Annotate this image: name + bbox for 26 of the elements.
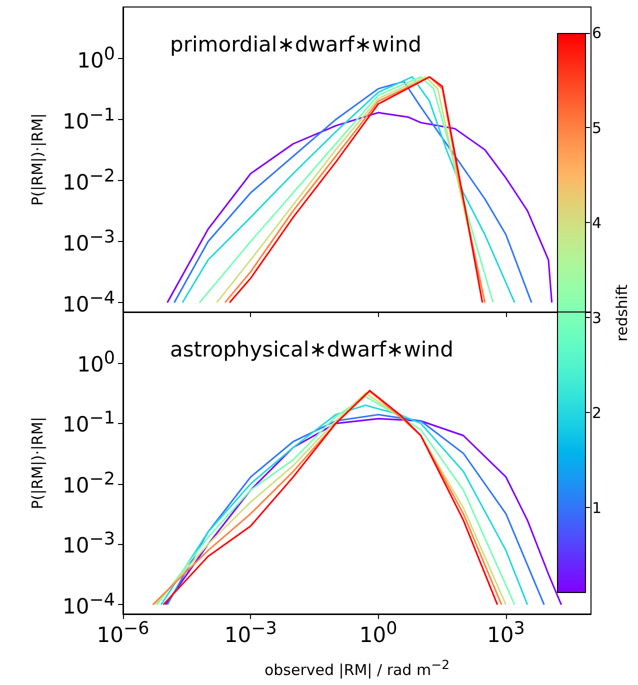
text: primordial∗dwarf∗wind [170,32,422,56]
y-tick-label: 10$^{−2}$ [62,469,115,498]
y-tick-label: 10$^{−1}$ [62,105,115,134]
color-bar-label: 4 [592,214,602,232]
y-tick-label: 10$^{−3}$ [62,227,115,256]
color-bar-label: 1 [592,498,602,517]
x-tick-label: 10$^{0}$ [359,619,398,648]
x-tick-label: 10$^{−3}$ [224,619,277,648]
x-tick-label: 10$^{−6}$ [96,619,150,648]
color-bar-label: 3 [592,308,602,327]
y-tick-label: 10$^{−2}$ [62,166,115,194]
y-axis-title: P(|RM|)·|RM| [28,416,46,510]
y-tick-label: 10$^{−4}$ [62,590,115,618]
color-bar-label: 2 [592,404,602,422]
y-tick-label: 10$^{−1}$ [62,408,115,437]
y-tick-label: 10$^{−3}$ [62,530,115,558]
color-bar-label: 5 [592,118,602,137]
y-tick-label: 10$^{0}$ [77,348,115,377]
y-tick-label: 10$^{0}$ [77,44,115,72]
text: astrophysical∗dwarf∗wind [170,338,454,362]
x-tick-label: 10$^{3}$ [486,619,525,648]
x-axis-title: observed |RM| / rad m$^{−2}$ [264,657,450,679]
y-tick-label: 10$^{−4}$ [62,288,115,316]
color-bar-title: redshift [613,284,631,342]
y-axis-title: P(|RM|)·|RM| [28,113,46,206]
color-bar-label: 6 [592,24,602,42]
